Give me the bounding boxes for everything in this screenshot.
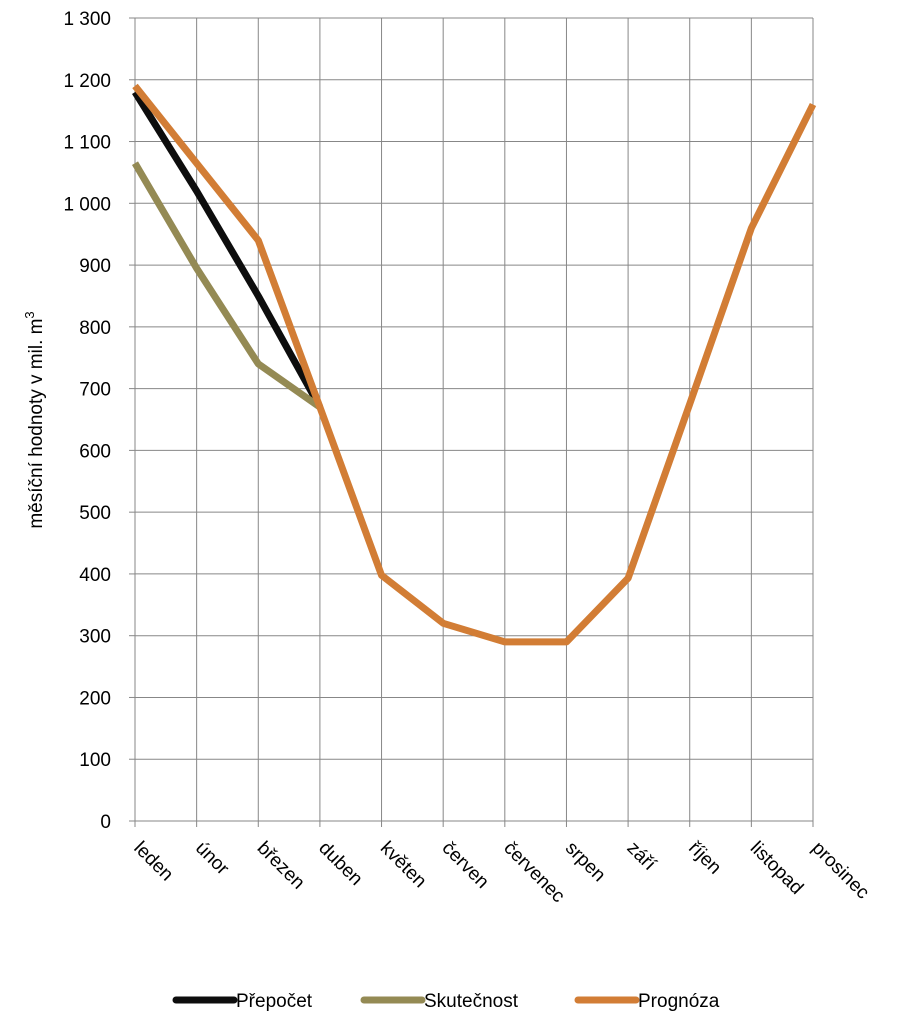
legend-label: Přepočet bbox=[236, 991, 313, 1012]
x-tick-label: květen bbox=[376, 838, 430, 892]
y-axis-title-text: měsíční hodnoty v mil. m bbox=[26, 319, 47, 529]
y-tick-label: 400 bbox=[79, 565, 111, 586]
y-tick-label: 1 000 bbox=[63, 194, 111, 215]
x-tick-label: červen bbox=[438, 838, 493, 893]
y-tick-label: 500 bbox=[79, 503, 111, 524]
x-tick-label: srpen bbox=[561, 838, 609, 886]
y-axis-title: měsíční hodnoty v mil. m3 bbox=[22, 311, 47, 528]
legend-label: Skutečnost bbox=[424, 991, 519, 1012]
x-tick-label: září bbox=[623, 838, 661, 876]
x-tick-label: prosinec bbox=[807, 838, 873, 904]
y-tick-label: 0 bbox=[100, 812, 111, 833]
y-axis-title-superscript: 3 bbox=[22, 311, 37, 318]
legend-label: Prognóza bbox=[638, 991, 720, 1012]
y-tick-label: 700 bbox=[79, 380, 111, 401]
x-axis-tick-labels: leden únor březen duben květen červen červenec… bbox=[129, 838, 873, 907]
y-tick-label: 1 300 bbox=[63, 9, 111, 30]
series-line-skutecnost bbox=[131, 161, 322, 410]
y-tick-label: 100 bbox=[79, 750, 111, 771]
y-tick-label: 1 200 bbox=[63, 71, 111, 92]
grid-lines bbox=[135, 17, 814, 822]
y-tick-label: 200 bbox=[79, 688, 111, 709]
x-tick-label: duben bbox=[314, 838, 366, 890]
x-tick-label: březen bbox=[253, 838, 309, 894]
x-tick-label: únor bbox=[191, 838, 233, 880]
y-tick-label: 800 bbox=[79, 318, 111, 339]
y-tick-label: 1 100 bbox=[63, 133, 111, 154]
y-axis-tick-labels: 0 100 200 300 400 500 600 700 800 900 1 000 1 100 1 … bbox=[63, 9, 111, 833]
series-line-prognoza bbox=[132, 83, 817, 646]
x-tick-label: říjen bbox=[684, 838, 725, 879]
y-tick-label: 300 bbox=[79, 627, 111, 648]
y-tick-label: 600 bbox=[79, 441, 111, 462]
data-series bbox=[131, 83, 817, 646]
axes bbox=[129, 17, 814, 827]
x-tick-label: červenec bbox=[499, 838, 568, 907]
y-tick-label: 900 bbox=[79, 256, 111, 277]
x-tick-label: leden bbox=[129, 838, 177, 886]
legend: Přepočet Skutečnost Prognóza bbox=[172, 991, 720, 1012]
x-tick-label: listopad bbox=[746, 838, 807, 899]
series-line-prepocet bbox=[132, 90, 323, 409]
